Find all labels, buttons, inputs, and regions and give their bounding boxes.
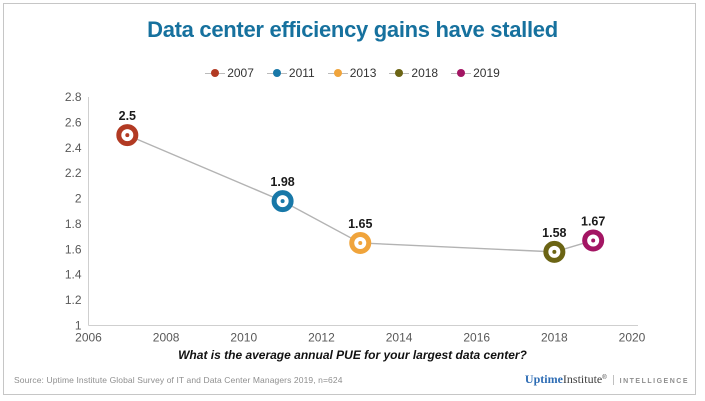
x-tick-label: 2016 xyxy=(463,331,490,345)
legend-item-2019[interactable]: 2019 xyxy=(451,66,500,80)
data-label-2013: 1.65 xyxy=(348,217,372,231)
data-label-2019: 1.67 xyxy=(581,214,605,228)
legend-label: 2007 xyxy=(227,66,254,80)
y-tick-label: 1.4 xyxy=(65,268,82,282)
x-tick-label: 2020 xyxy=(619,331,646,345)
x-tick-label: 2012 xyxy=(308,331,335,345)
y-tick-label: 1.6 xyxy=(65,242,82,256)
data-point-center-dot xyxy=(125,133,130,138)
y-tick-label: 2.2 xyxy=(65,166,82,180)
brand-institute: Institute xyxy=(562,372,603,386)
y-tick-label: 1.8 xyxy=(65,217,82,231)
legend-marker-icon xyxy=(327,68,348,78)
legend-label: 2011 xyxy=(288,66,315,80)
legend-marker-icon xyxy=(451,68,472,78)
data-label-2018: 1.58 xyxy=(542,226,566,240)
data-point-center-dot xyxy=(591,238,596,243)
y-tick-label: 1.2 xyxy=(65,293,82,307)
data-label-2011: 1.98 xyxy=(270,175,294,189)
x-tick-label: 2010 xyxy=(230,331,257,345)
chart-caption: What is the average annual PUE for your … xyxy=(178,348,527,362)
legend-label: 2019 xyxy=(473,66,500,80)
x-tick-label: 2014 xyxy=(386,331,413,345)
chart-legend: 2007 2011 2013 2018 2019 xyxy=(0,66,705,80)
registered-mark: ® xyxy=(602,375,607,381)
legend-label: 2013 xyxy=(349,66,377,80)
legend-item-2011[interactable]: 2011 xyxy=(266,66,315,80)
x-tick-label: 2006 xyxy=(75,331,102,345)
data-point-center-dot xyxy=(280,199,285,204)
data-label-2007: 2.5 xyxy=(119,109,136,123)
legend-item-2018[interactable]: 2018 xyxy=(389,66,438,80)
brand-divider xyxy=(612,374,614,385)
x-tick-label: 2008 xyxy=(153,331,180,345)
legend-marker-icon xyxy=(266,68,287,78)
data-point-center-dot xyxy=(358,240,363,245)
brand-intelligence: INTELLIGENCE xyxy=(619,378,689,385)
x-tick-label: 2018 xyxy=(541,331,568,345)
y-tick-label: 2.6 xyxy=(65,115,82,129)
legend-item-2007[interactable]: 2007 xyxy=(205,66,254,80)
data-point-center-dot xyxy=(552,249,557,254)
card-border xyxy=(3,3,696,395)
y-tick-label: 2 xyxy=(75,192,82,206)
legend-label: 2018 xyxy=(411,66,439,80)
y-tick-label: 2.8 xyxy=(65,90,82,104)
brand-uptime: Uptime xyxy=(524,372,563,386)
y-tick-label: 1 xyxy=(75,319,82,333)
legend-marker-icon xyxy=(205,68,226,78)
brand-logo: Uptime Institute ® INTELLIGENCE xyxy=(525,372,689,387)
y-tick-label: 2.4 xyxy=(65,141,82,155)
source-note: Source: Uptime Institute Global Survey o… xyxy=(14,375,343,385)
legend-item-2013[interactable]: 2013 xyxy=(327,66,377,80)
chart-title: Data center efficiency gains have stalle… xyxy=(147,17,558,42)
legend-marker-icon xyxy=(389,68,410,78)
